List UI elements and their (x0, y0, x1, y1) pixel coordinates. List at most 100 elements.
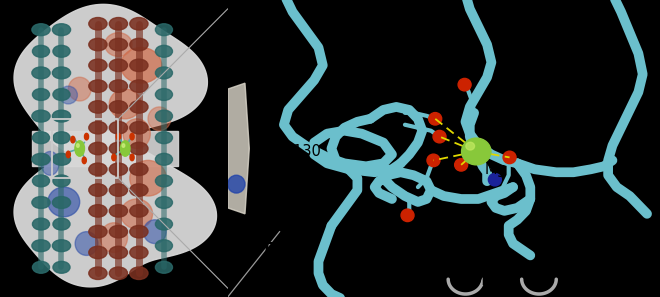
Ellipse shape (488, 173, 502, 186)
Ellipse shape (75, 232, 98, 255)
Ellipse shape (53, 261, 70, 273)
Ellipse shape (110, 80, 127, 92)
Ellipse shape (110, 267, 127, 279)
Ellipse shape (155, 240, 172, 252)
Ellipse shape (32, 240, 50, 252)
Ellipse shape (121, 48, 162, 83)
Ellipse shape (130, 246, 148, 259)
Ellipse shape (89, 38, 107, 51)
Ellipse shape (110, 101, 127, 113)
Ellipse shape (130, 225, 148, 238)
Ellipse shape (458, 78, 471, 91)
Ellipse shape (155, 110, 172, 122)
Ellipse shape (32, 197, 50, 208)
Ellipse shape (89, 246, 107, 259)
Ellipse shape (148, 107, 171, 131)
Ellipse shape (130, 18, 148, 30)
Ellipse shape (110, 184, 127, 196)
Ellipse shape (130, 184, 148, 196)
Ellipse shape (89, 205, 107, 217)
Ellipse shape (130, 267, 148, 279)
Ellipse shape (155, 89, 172, 100)
Ellipse shape (52, 240, 71, 252)
Ellipse shape (32, 24, 50, 36)
Ellipse shape (461, 138, 491, 165)
Ellipse shape (41, 151, 59, 175)
Ellipse shape (130, 59, 148, 72)
Ellipse shape (68, 77, 91, 101)
Ellipse shape (130, 142, 148, 155)
Ellipse shape (100, 223, 127, 252)
Ellipse shape (105, 33, 132, 56)
Ellipse shape (48, 187, 80, 217)
Ellipse shape (121, 141, 130, 156)
Ellipse shape (130, 154, 134, 161)
Ellipse shape (130, 121, 148, 134)
Ellipse shape (52, 24, 71, 36)
Ellipse shape (155, 67, 172, 79)
Ellipse shape (32, 175, 50, 187)
Ellipse shape (123, 119, 150, 148)
Ellipse shape (82, 157, 86, 164)
Ellipse shape (433, 130, 446, 143)
Ellipse shape (53, 89, 70, 100)
Ellipse shape (89, 80, 107, 92)
Ellipse shape (32, 153, 50, 165)
Text: TM1: TM1 (463, 273, 498, 288)
Ellipse shape (32, 132, 50, 144)
Ellipse shape (143, 220, 166, 244)
Ellipse shape (110, 121, 127, 134)
Ellipse shape (53, 175, 70, 187)
Text: S43: S43 (443, 229, 471, 244)
Ellipse shape (155, 175, 172, 187)
Ellipse shape (466, 142, 475, 150)
Text: TM3: TM3 (262, 242, 297, 257)
Ellipse shape (32, 110, 50, 122)
Ellipse shape (116, 133, 121, 140)
Ellipse shape (53, 132, 70, 144)
Polygon shape (32, 131, 178, 166)
Ellipse shape (32, 45, 50, 57)
Ellipse shape (52, 67, 71, 79)
Ellipse shape (427, 154, 440, 167)
Ellipse shape (455, 159, 468, 171)
Ellipse shape (155, 24, 172, 36)
Polygon shape (14, 141, 216, 287)
Bar (52, 119, 118, 178)
Ellipse shape (130, 38, 148, 51)
Text: G129: G129 (294, 190, 334, 205)
Ellipse shape (89, 267, 107, 279)
Ellipse shape (110, 163, 127, 176)
Text: TM2: TM2 (574, 251, 609, 266)
Ellipse shape (155, 45, 172, 57)
Ellipse shape (59, 86, 77, 104)
Ellipse shape (53, 45, 70, 57)
Ellipse shape (89, 184, 107, 196)
Ellipse shape (130, 80, 148, 92)
Text: S47: S47 (378, 85, 406, 99)
Ellipse shape (130, 101, 148, 113)
Ellipse shape (122, 144, 125, 147)
Ellipse shape (52, 197, 71, 208)
Ellipse shape (130, 160, 166, 196)
Ellipse shape (130, 163, 148, 176)
Ellipse shape (71, 136, 75, 143)
Ellipse shape (112, 154, 116, 161)
Ellipse shape (52, 110, 71, 122)
Ellipse shape (32, 218, 50, 230)
Ellipse shape (130, 205, 148, 217)
Ellipse shape (32, 89, 50, 100)
Ellipse shape (155, 261, 172, 273)
Ellipse shape (52, 153, 71, 165)
Ellipse shape (121, 199, 152, 229)
Ellipse shape (89, 121, 107, 134)
Ellipse shape (228, 175, 245, 193)
Ellipse shape (130, 133, 134, 140)
Ellipse shape (66, 151, 71, 158)
Polygon shape (14, 4, 207, 156)
Polygon shape (228, 83, 249, 214)
Ellipse shape (53, 218, 70, 230)
Ellipse shape (110, 246, 127, 259)
Ellipse shape (110, 142, 127, 155)
Ellipse shape (32, 67, 50, 79)
